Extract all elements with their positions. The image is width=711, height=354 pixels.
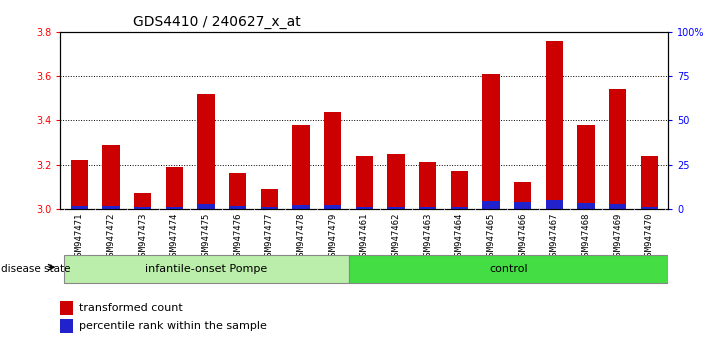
Text: transformed count: transformed count [79, 303, 183, 313]
Bar [482, 201, 500, 209]
Bar [387, 154, 405, 209]
Bar [514, 182, 531, 209]
Bar [63, 255, 348, 283]
Text: GSM947468: GSM947468 [582, 212, 591, 261]
Bar [102, 145, 119, 209]
Text: GSM947462: GSM947462 [392, 212, 400, 261]
Bar [348, 255, 668, 283]
Text: GSM947478: GSM947478 [296, 212, 306, 261]
Bar [419, 207, 437, 209]
Bar [166, 207, 183, 209]
Bar [229, 206, 247, 209]
Text: percentile rank within the sample: percentile rank within the sample [79, 321, 267, 331]
Text: GSM947471: GSM947471 [75, 212, 84, 261]
Bar [609, 89, 626, 209]
Bar [166, 167, 183, 209]
Bar [387, 207, 405, 209]
Text: GSM947461: GSM947461 [360, 212, 369, 261]
Bar [324, 112, 341, 209]
Text: GSM947477: GSM947477 [265, 212, 274, 261]
Bar [102, 206, 119, 209]
Text: GDS4410 / 240627_x_at: GDS4410 / 240627_x_at [134, 16, 301, 29]
Bar [545, 41, 563, 209]
Bar [292, 125, 310, 209]
Bar [577, 125, 594, 209]
Text: GSM947473: GSM947473 [138, 212, 147, 261]
Bar [261, 207, 278, 209]
Text: GSM947465: GSM947465 [486, 212, 496, 261]
Text: GSM947472: GSM947472 [107, 212, 116, 261]
Text: GSM947469: GSM947469 [613, 212, 622, 261]
Bar [419, 162, 437, 209]
Bar [577, 202, 594, 209]
Bar [451, 171, 468, 209]
Bar [292, 205, 310, 209]
Bar [324, 205, 341, 209]
Text: GSM947479: GSM947479 [328, 212, 337, 261]
Bar [261, 189, 278, 209]
Bar [134, 193, 151, 209]
Bar [356, 156, 373, 209]
Bar [641, 156, 658, 209]
Bar [641, 207, 658, 209]
Bar [70, 206, 88, 209]
Bar [609, 204, 626, 209]
Bar [451, 207, 468, 209]
Text: GSM947467: GSM947467 [550, 212, 559, 261]
Bar [514, 201, 531, 209]
Bar [482, 74, 500, 209]
Bar [198, 94, 215, 209]
Bar [229, 173, 247, 209]
Bar [356, 207, 373, 209]
Text: GSM947470: GSM947470 [645, 212, 654, 261]
Text: control: control [489, 264, 528, 274]
Text: disease state: disease state [1, 264, 71, 274]
Bar [545, 200, 563, 209]
Text: GSM947464: GSM947464 [455, 212, 464, 261]
Text: GSM947463: GSM947463 [423, 212, 432, 261]
Bar [70, 160, 88, 209]
Text: GSM947466: GSM947466 [518, 212, 527, 261]
Text: GSM947476: GSM947476 [233, 212, 242, 261]
Bar [134, 207, 151, 209]
Bar [198, 204, 215, 209]
Text: GSM947475: GSM947475 [202, 212, 210, 261]
Text: infantile-onset Pompe: infantile-onset Pompe [145, 264, 267, 274]
Text: GSM947474: GSM947474 [170, 212, 179, 261]
